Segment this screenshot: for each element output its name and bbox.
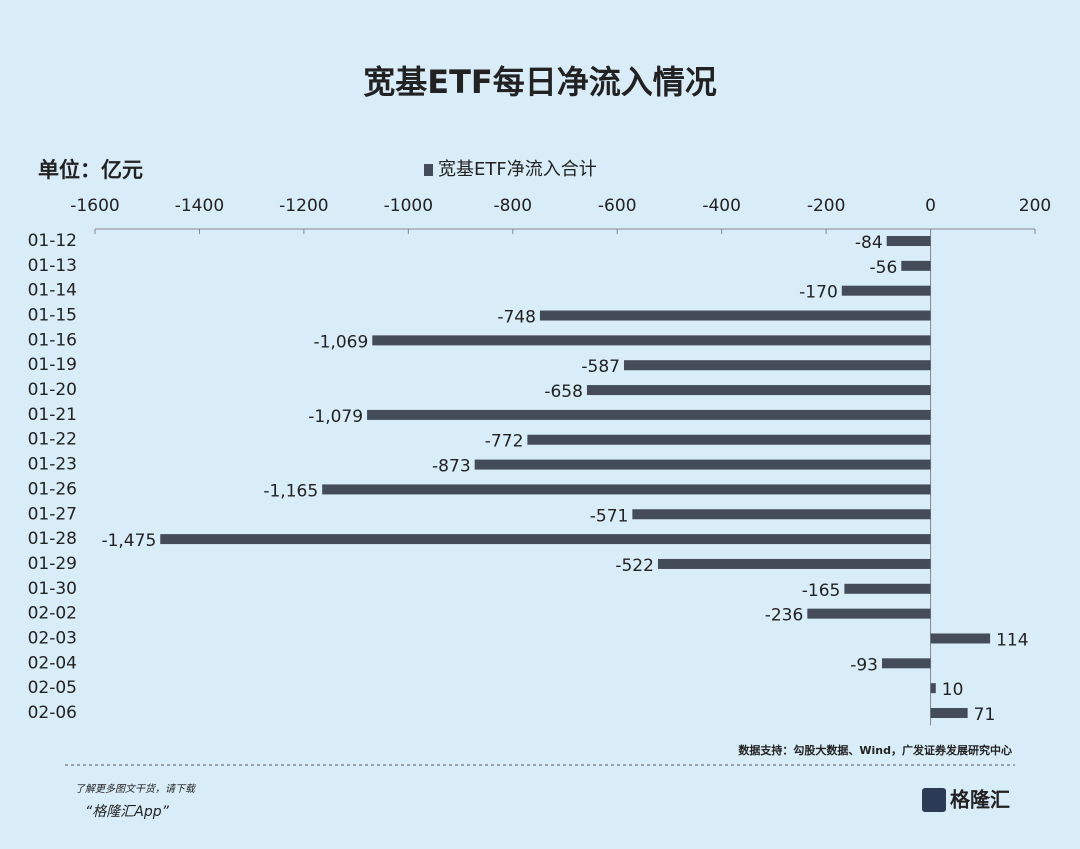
footer-text: 了解更多图文干货，请下载 <box>75 783 197 795</box>
value-label: -236 <box>765 606 804 626</box>
y-tick-label: 02-02 <box>28 604 77 624</box>
y-tick-label: 02-05 <box>28 678 77 698</box>
x-tick-label: 0 <box>925 196 936 216</box>
value-label: -748 <box>497 308 536 328</box>
bar <box>539 310 931 321</box>
x-tick-label: -200 <box>807 196 846 216</box>
value-label: -1,079 <box>308 407 363 427</box>
value-label: -1,475 <box>101 531 156 551</box>
chart-title: 宽基ETF每日净流入情况 <box>363 63 717 101</box>
logo-icon <box>922 788 946 812</box>
x-tick-label: -400 <box>702 196 741 216</box>
value-label: 71 <box>974 705 996 725</box>
y-tick-label: 01-30 <box>28 579 77 599</box>
bar <box>930 683 936 694</box>
y-tick-label: 01-20 <box>28 380 77 400</box>
x-tick-label: -1000 <box>384 196 433 216</box>
value-label: -84 <box>855 233 883 253</box>
y-tick-label: 01-12 <box>28 231 77 251</box>
bar <box>901 260 931 271</box>
value-label: -772 <box>485 432 524 452</box>
value-label: -658 <box>544 382 583 402</box>
value-label: -93 <box>850 655 878 675</box>
value-label: -56 <box>870 258 898 278</box>
value-label: -571 <box>590 506 629 526</box>
y-tick-label: 01-14 <box>28 281 77 301</box>
y-tick-label: 01-27 <box>28 504 77 524</box>
logo-text: 格隆汇 <box>950 788 1010 812</box>
y-tick-label: 01-21 <box>28 405 77 425</box>
value-label: -170 <box>799 283 838 303</box>
legend-label: 宽基ETF净流入合计 <box>438 159 597 180</box>
bar <box>886 236 931 246</box>
y-tick-label: 01-22 <box>28 430 77 450</box>
bar <box>807 608 931 619</box>
x-tick-label: -1600 <box>70 196 119 216</box>
x-tick-label: -600 <box>598 196 637 216</box>
value-label: 10 <box>942 680 964 700</box>
bar <box>881 658 931 669</box>
legend-swatch <box>424 164 433 176</box>
bar <box>624 360 931 371</box>
value-label: -1,165 <box>263 481 318 501</box>
y-tick-label: 02-06 <box>28 703 77 723</box>
footer-app: “格隆汇App” <box>85 804 170 820</box>
y-tick-label: 01-15 <box>28 306 77 326</box>
bar <box>160 534 931 545</box>
y-tick-label: 02-03 <box>28 628 77 648</box>
unit-label: 单位：亿元 <box>38 158 143 182</box>
y-tick-label: 01-29 <box>28 554 77 574</box>
y-tick-label: 01-26 <box>28 479 77 499</box>
bar <box>586 385 931 396</box>
value-label: -522 <box>615 556 654 576</box>
bar <box>372 335 931 346</box>
bar <box>632 509 931 520</box>
bar <box>367 409 931 420</box>
y-tick-label: 01-16 <box>28 330 77 350</box>
value-label: -587 <box>581 357 620 377</box>
y-tick-label: 01-13 <box>28 256 77 276</box>
y-tick-label: 01-19 <box>28 355 77 375</box>
y-tick-label: 01-23 <box>28 455 77 475</box>
bar <box>322 484 931 495</box>
x-tick-label: -1200 <box>279 196 328 216</box>
bar <box>930 708 968 718</box>
y-tick-label: 01-28 <box>28 529 77 549</box>
bar <box>844 583 931 594</box>
value-label: -165 <box>802 581 841 601</box>
bar <box>841 285 931 296</box>
bar <box>527 434 931 445</box>
value-label: -1,069 <box>313 332 368 352</box>
y-tick-label: 02-04 <box>28 653 77 673</box>
bar <box>474 459 931 470</box>
bar <box>657 558 931 569</box>
value-label: 114 <box>996 630 1028 650</box>
source: 数据支持：勾股大数据、Wind，广发证券发展研究中心 <box>738 743 1012 757</box>
x-tick-label: 200 <box>1019 196 1051 216</box>
x-tick-label: -1400 <box>175 196 224 216</box>
x-tick-label: -800 <box>493 196 532 216</box>
value-label: -873 <box>432 457 471 477</box>
bar <box>930 633 991 644</box>
